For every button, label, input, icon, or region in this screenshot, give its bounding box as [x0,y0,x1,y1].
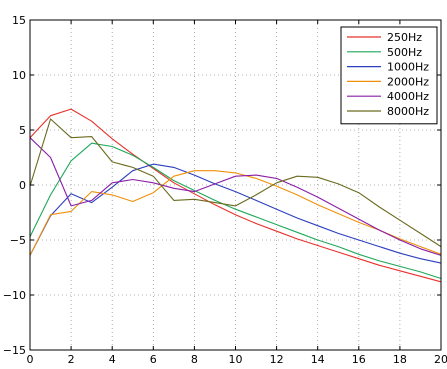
legend-label-8000hz: 8000Hz [387,105,429,118]
x-tick-label: 0 [27,353,34,365]
legend-box [340,26,438,125]
y-tick-label: 10 [12,69,26,82]
x-tick-label: 4 [109,353,116,365]
x-tick-label: 18 [393,353,407,365]
x-tick-label: 16 [352,353,366,365]
y-tick-label: −5 [10,234,26,247]
x-tick-label: 8 [191,353,198,365]
series-line-1000hz [29,163,442,264]
x-tick-label: 10 [229,353,243,365]
legend-label-1000hz: 1000Hz [387,61,429,74]
axes-layer: 0 2 4 6 8 10 12 14 16 18 20 −15 −10 −5 0 5 10 15 [3,14,447,366]
y-tick-label: 5 [19,124,26,137]
legend-label-4000hz: 4000Hz [387,90,429,103]
series-layer [29,108,442,283]
series-line-500hz [29,142,442,280]
y-tick-label: −15 [3,344,26,357]
legend-label-500hz: 500Hz [387,46,422,59]
x-tick-label: 14 [311,353,325,365]
series-line-2000hz [29,170,442,256]
series-line-250hz [29,108,442,283]
legend-label-250hz: 250Hz [387,31,422,44]
series-line-8000hz [29,118,442,248]
series-line-4000hz [29,137,442,256]
x-tick-label: 2 [68,353,75,365]
legend-label-2000hz: 2000Hz [387,75,429,88]
y-tick-label: 0 [19,179,26,192]
x-tick-label: 20 [434,353,447,365]
y-tick-label: 15 [12,14,26,27]
y-tick-label: −10 [3,289,26,302]
x-tick-label: 12 [270,353,284,365]
grid-layer [30,20,441,350]
x-tick-label: 6 [150,353,157,365]
